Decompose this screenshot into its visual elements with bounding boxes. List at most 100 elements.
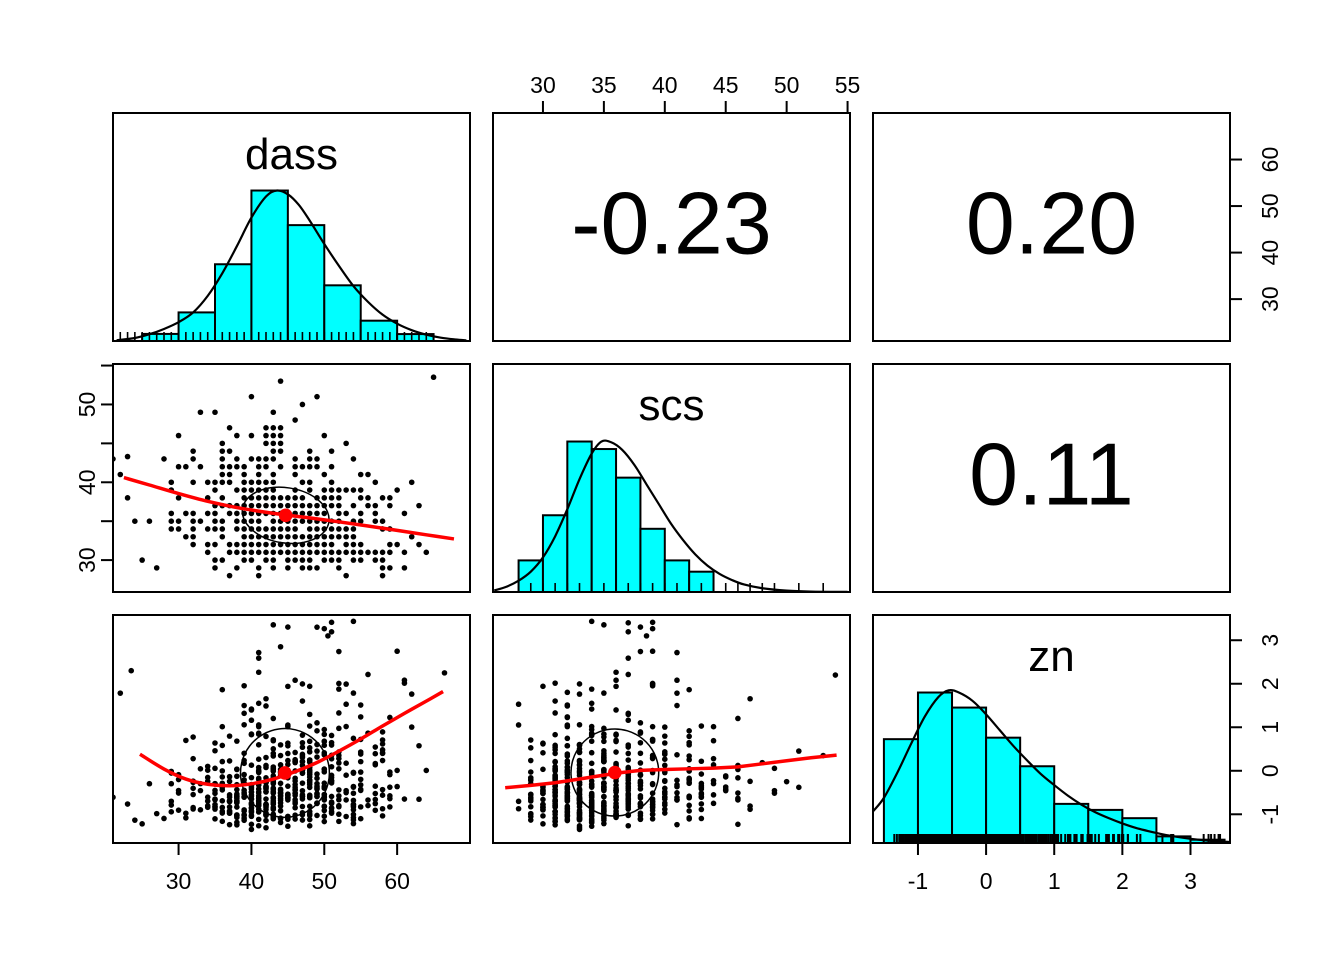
tick-label: 2	[1116, 868, 1129, 894]
data-point	[365, 671, 371, 678]
data-point	[515, 701, 522, 708]
data-point	[270, 715, 277, 722]
data-point	[379, 572, 386, 579]
data-point	[190, 791, 196, 798]
data-point	[686, 777, 692, 783]
data-point	[343, 760, 349, 767]
mean-center-dot	[278, 766, 292, 780]
data-point	[241, 777, 247, 783]
data-point	[588, 797, 595, 804]
data-point	[350, 784, 357, 790]
data-point	[515, 722, 522, 728]
data-point	[357, 518, 364, 524]
data-point	[408, 724, 415, 730]
data-point	[248, 762, 255, 768]
histogram-bar	[323, 284, 362, 342]
tick-label: 55	[835, 72, 861, 98]
data-point	[588, 618, 595, 625]
data-point	[248, 774, 255, 781]
data-point	[197, 766, 204, 772]
data-point	[219, 526, 226, 532]
data-point	[277, 762, 284, 768]
data-point	[299, 479, 306, 486]
data-point	[306, 779, 313, 786]
data-point	[350, 817, 357, 823]
data-point	[357, 487, 364, 493]
data-point	[372, 502, 379, 509]
data-point	[204, 549, 211, 556]
data-point	[552, 808, 558, 815]
data-point	[588, 781, 595, 787]
data-point	[661, 724, 668, 730]
data-point	[212, 510, 218, 517]
data-point	[416, 742, 422, 749]
data-point	[204, 526, 211, 532]
data-point	[698, 723, 705, 729]
data-point	[423, 549, 430, 556]
data-point	[625, 800, 632, 806]
data-point	[613, 810, 619, 817]
data-point	[564, 751, 571, 757]
data-point	[270, 425, 277, 431]
data-point	[219, 471, 226, 478]
data-point	[387, 784, 393, 790]
panel-hist-dass	[112, 112, 471, 343]
data-point	[540, 802, 546, 808]
data-point	[292, 775, 298, 782]
data-point	[710, 755, 717, 762]
data-point	[686, 686, 692, 693]
data-point	[336, 811, 342, 818]
data-point	[625, 717, 632, 724]
tick-label: 50	[311, 868, 337, 894]
data-point	[379, 557, 386, 563]
data-point	[306, 502, 313, 509]
data-point	[637, 739, 644, 746]
data-point	[540, 766, 546, 773]
panel-border	[492, 363, 851, 593]
data-point	[285, 757, 291, 764]
data-point	[306, 769, 313, 776]
data-point	[234, 797, 240, 804]
data-point	[540, 813, 546, 819]
data-point	[394, 487, 400, 493]
data-point	[314, 790, 320, 797]
data-point	[263, 796, 269, 802]
data-point	[146, 780, 153, 787]
data-point	[292, 677, 298, 684]
data-point	[270, 565, 277, 571]
data-point	[248, 731, 255, 737]
data-point	[698, 758, 705, 765]
data-point	[255, 649, 262, 656]
data-point	[710, 737, 717, 744]
data-point	[588, 738, 595, 745]
data-point	[564, 805, 571, 812]
data-point	[226, 425, 233, 431]
data-point	[270, 798, 277, 804]
data-point	[270, 518, 277, 524]
data-point	[263, 425, 269, 431]
data-point	[306, 811, 313, 817]
data-point	[613, 738, 619, 745]
data-point	[321, 432, 328, 439]
data-point	[299, 463, 306, 470]
data-point	[219, 518, 226, 524]
data-point	[299, 533, 306, 540]
data-point	[674, 649, 680, 656]
data-point	[270, 557, 277, 563]
data-point	[241, 817, 247, 824]
data-point	[190, 806, 196, 812]
histogram-bar	[951, 706, 988, 844]
data-point	[416, 796, 422, 803]
data-point	[613, 707, 619, 713]
data-point	[219, 448, 226, 454]
data-point	[212, 816, 218, 822]
data-point	[241, 549, 247, 556]
data-point	[613, 804, 619, 811]
data-point	[306, 738, 313, 745]
data-point	[234, 773, 240, 780]
data-point	[263, 703, 269, 709]
data-point	[357, 804, 364, 810]
data-point	[292, 557, 298, 563]
data-point	[139, 557, 145, 563]
data-point	[416, 541, 422, 548]
